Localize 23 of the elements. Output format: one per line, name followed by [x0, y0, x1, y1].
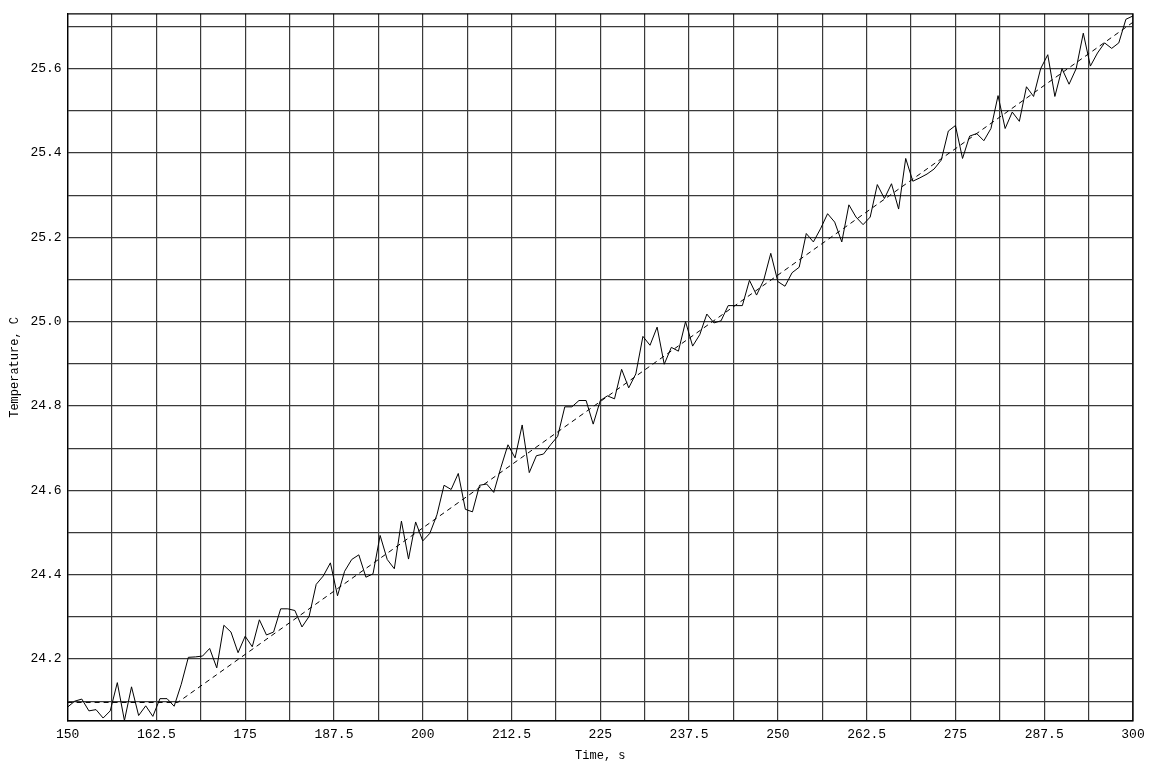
x-tick-label: 187.5 [314, 727, 354, 743]
y-tick-label: 25.2 [30, 229, 62, 245]
x-tick-label: 287.5 [1024, 727, 1064, 743]
x-tick-label: 212.5 [492, 727, 532, 743]
y-tick-label: 25.4 [30, 145, 62, 161]
x-tick-label: 275 [943, 727, 968, 743]
x-tick-label: 237.5 [669, 727, 709, 743]
y-tick-label: 24.6 [30, 482, 62, 498]
y-tick-label: 25.6 [30, 61, 62, 77]
x-tick-label: 250 [766, 727, 790, 743]
x-tick-label: 225 [588, 727, 613, 743]
x-tick-label: 262.5 [847, 727, 887, 743]
x-tick-label: 300 [1121, 727, 1145, 743]
x-tick-label: 150 [55, 727, 80, 743]
y-axis-title: Temperature, C [8, 316, 23, 418]
x-tick-label: 162.5 [136, 727, 176, 743]
y-tick-label: 25.0 [30, 314, 62, 330]
x-tick-label: 200 [411, 727, 435, 743]
x-tick-label: 175 [233, 727, 257, 743]
x-axis-title: Time, s [575, 748, 626, 763]
y-tick-label: 24.4 [30, 567, 62, 583]
y-tick-label: 24.8 [30, 398, 62, 414]
y-tick-label: 24.2 [30, 651, 62, 667]
